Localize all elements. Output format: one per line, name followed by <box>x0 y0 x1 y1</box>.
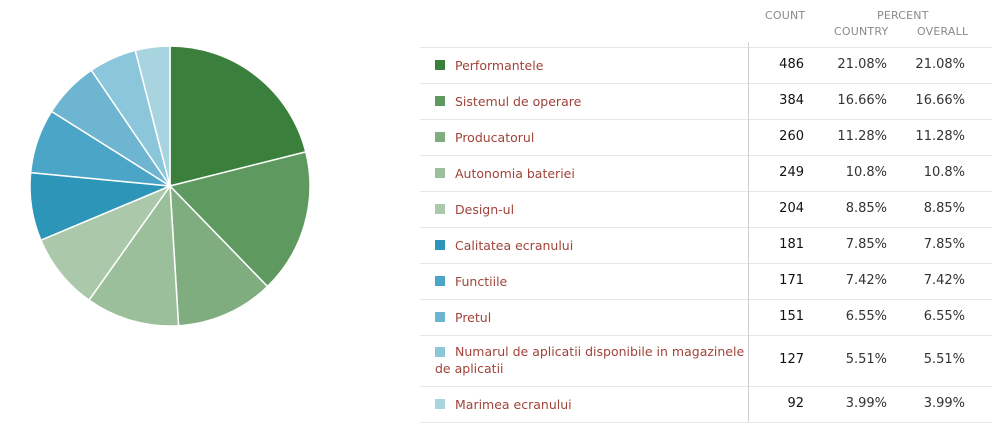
country-percent: 10.8% <box>845 164 887 180</box>
legend-swatch <box>435 311 445 322</box>
country-percent: 7.85% <box>845 236 887 252</box>
pie-slice-9[interactable] <box>134 45 171 187</box>
legend-swatch <box>435 398 445 409</box>
column-divider <box>748 42 749 422</box>
legend-swatch <box>435 167 445 178</box>
overall-column-header: OVERALL <box>917 25 969 38</box>
overall-percent: 16.66% <box>915 92 965 108</box>
overall-percent: 21.08% <box>915 56 965 72</box>
country-percent: 11.28% <box>837 128 887 144</box>
overall-percent: 3.99% <box>923 395 965 411</box>
count-value: 92 <box>787 395 804 411</box>
answer-label[interactable]: Numarul de aplicatii disponibile in maga… <box>435 344 745 376</box>
country-percent: 3.99% <box>845 395 887 411</box>
country-percent: 8.85% <box>845 200 887 216</box>
percent-column-header: PERCENT <box>877 9 929 22</box>
table-row: Pretul 151 6.55% 6.55% <box>420 299 992 335</box>
overall-percent: 7.85% <box>923 236 965 252</box>
pie-slice-3[interactable] <box>87 183 180 327</box>
answer-label[interactable]: Autonomia bateriei <box>455 165 575 181</box>
pie-chart <box>29 45 311 327</box>
country-percent: 21.08% <box>837 56 887 72</box>
table-row: Producatorul 260 11.28% 11.28% <box>420 119 992 155</box>
country-percent: 5.51% <box>845 352 887 367</box>
answer-label[interactable]: Calitatea ecranului <box>455 237 574 253</box>
pie-slice-1[interactable] <box>168 150 311 288</box>
table-row: Design-ul 204 8.85% 8.85% <box>420 191 992 227</box>
answer-label[interactable]: Marimea ecranului <box>455 396 572 412</box>
table-row: Performantele 486 21.08% 21.08% <box>420 47 992 83</box>
country-column-header: COUNTRY <box>834 25 889 38</box>
answer-label[interactable]: Pretul <box>455 309 492 325</box>
count-value: 249 <box>779 164 804 180</box>
country-percent: 16.66% <box>837 92 887 108</box>
answer-label[interactable]: Sistemul de operare <box>455 93 582 109</box>
answer-label[interactable]: Functiile <box>455 273 508 289</box>
table-row: Calitatea ecranului 181 7.85% 7.85% <box>420 227 992 263</box>
answer-label[interactable]: Producatorul <box>455 129 535 145</box>
answer-label[interactable]: Performantele <box>455 57 544 73</box>
count-value: 260 <box>779 128 804 144</box>
overall-percent: 10.8% <box>923 164 965 180</box>
count-value: 384 <box>779 92 804 108</box>
table-row: Functiile 171 7.42% 7.42% <box>420 263 992 299</box>
table-row: Autonomia bateriei 249 10.8% 10.8% <box>420 155 992 191</box>
pie-slice-2[interactable] <box>169 184 269 327</box>
count-value: 204 <box>779 200 804 216</box>
count-value: 127 <box>779 352 804 367</box>
table-row: Marimea ecranului 92 3.99% 3.99% <box>420 386 992 423</box>
legend-swatch <box>435 59 445 70</box>
overall-percent: 6.55% <box>923 308 965 324</box>
count-value: 486 <box>779 56 804 72</box>
count-value: 171 <box>779 272 804 288</box>
country-percent: 6.55% <box>845 308 887 324</box>
overall-percent: 7.42% <box>923 272 965 288</box>
pie-slice-0[interactable] <box>169 45 307 187</box>
legend-swatch <box>435 275 445 286</box>
legend-swatch <box>435 95 445 106</box>
count-column-header: COUNT <box>765 9 806 22</box>
table-row: Sistemul de operare 384 16.66% 16.66% <box>420 83 992 119</box>
legend-swatch <box>435 131 445 142</box>
table-row: Numarul de aplicatii disponibile in maga… <box>420 335 992 386</box>
answer-label[interactable]: Design-ul <box>455 201 515 217</box>
legend-swatch <box>435 203 445 214</box>
results-table: Performantele 486 21.08% 21.08% Sistemul de … <box>420 47 992 423</box>
count-value: 151 <box>779 308 804 324</box>
overall-percent: 8.85% <box>923 200 965 216</box>
count-value: 181 <box>779 236 804 252</box>
legend-swatch <box>435 239 445 250</box>
legend-swatch <box>435 347 445 357</box>
overall-percent: 11.28% <box>915 128 965 144</box>
overall-percent: 5.51% <box>923 352 965 367</box>
country-percent: 7.42% <box>845 272 887 288</box>
